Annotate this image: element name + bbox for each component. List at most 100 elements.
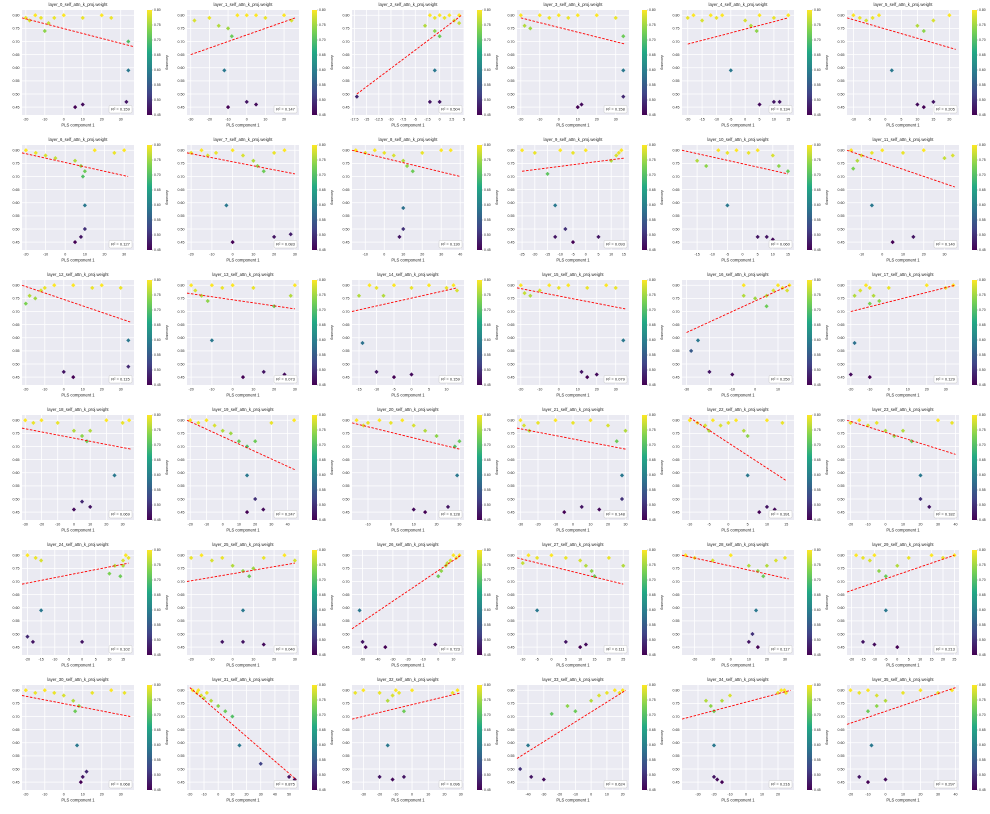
regression-line bbox=[516, 689, 627, 759]
colorbar-tick-label: 0.75 bbox=[649, 698, 656, 702]
subplot-4: -20 -15 -10 -5 0 5 10 15 0.45 0.50 0.55 0.60 0.65 0.7… bbox=[660, 0, 830, 135]
colorbar bbox=[807, 685, 812, 790]
subplot-title: layer_34_self_attn_k_proj.weight bbox=[707, 677, 769, 682]
subplot-svg: -10 0 10 20 30 400.450.500.550.600.650.700.75… bbox=[343, 137, 500, 263]
x-tick-label: 10 bbox=[251, 388, 255, 392]
colorbar bbox=[807, 10, 812, 115]
x-tick-label: -15 bbox=[39, 658, 44, 662]
colorbar-tick-label: 0.55 bbox=[319, 83, 326, 87]
x-tick-label: -10 bbox=[730, 388, 735, 392]
y-tick-label: 0.70 bbox=[343, 445, 350, 449]
x-tick-label: 5 bbox=[463, 118, 465, 122]
subplot-title: layer_19_self_attn_k_proj.weight bbox=[212, 407, 274, 412]
x-tick-label: 40 bbox=[286, 523, 290, 527]
x-tick-label: -10 bbox=[865, 793, 870, 797]
subplot-svg: -20 -15 -10 -5 0 5 10 150.450.500.550.600.650.7… bbox=[673, 2, 830, 128]
x-tick-label: -20 bbox=[188, 523, 193, 527]
y-tick-label: 0.65 bbox=[508, 728, 515, 732]
colorbar-tick-label: 0.80 bbox=[319, 278, 326, 282]
data-point bbox=[209, 698, 214, 703]
data-point bbox=[120, 558, 126, 563]
data-point bbox=[126, 555, 131, 560]
data-point bbox=[199, 293, 204, 298]
colorbar-tick-label: 0.45 bbox=[484, 113, 491, 117]
colorbar-tick-label: 0.80 bbox=[814, 143, 821, 147]
plot-area bbox=[352, 685, 464, 790]
x-tick-label: 10 bbox=[83, 253, 87, 257]
r2-label: R² = 0.073 bbox=[276, 377, 296, 382]
data-point bbox=[949, 420, 955, 425]
y-tick-label: 0.75 bbox=[508, 567, 515, 571]
data-point bbox=[360, 639, 365, 644]
x-tick-label: 0 bbox=[585, 253, 587, 257]
data-point bbox=[773, 558, 779, 563]
colorbar-tick-label: 0.50 bbox=[319, 503, 326, 507]
colorbar-tick-label: 0.65 bbox=[154, 593, 161, 597]
r2-label: R² = 0.205 bbox=[936, 107, 956, 112]
r2-box bbox=[933, 510, 958, 519]
data-point bbox=[703, 423, 708, 428]
y-tick-label: 0.70 bbox=[343, 580, 350, 584]
colorbar-tick-label: 0.45 bbox=[154, 113, 161, 117]
data-point bbox=[890, 240, 895, 245]
colorbar-tick-label: 0.70 bbox=[484, 38, 491, 42]
colorbar-tick-label: 0.45 bbox=[319, 788, 326, 792]
data-point bbox=[883, 698, 888, 703]
subplot-svg: -20 -10 0 10 20 300.450.500.550.600.650.700.7… bbox=[178, 272, 335, 398]
x-tick-label: -25 bbox=[519, 253, 524, 257]
subplot-svg: -15 -10 -5 0 5 100.450.500.550.600.650.700.75… bbox=[343, 272, 500, 398]
x-tick-label: 10 bbox=[237, 523, 241, 527]
colorbar-tick-label: 0.80 bbox=[484, 548, 491, 552]
colorbar-tick-label: 0.65 bbox=[484, 188, 491, 192]
data-point bbox=[553, 203, 558, 208]
subplot-title: layer_31_self_attn_k_proj.weight bbox=[212, 677, 274, 682]
y-tick-label: 0.75 bbox=[838, 297, 845, 301]
x-tick-label: -20 bbox=[207, 118, 212, 122]
subplot-title: layer_10_self_attn_k_proj.weight bbox=[707, 137, 769, 142]
colorbar-tick-label: 0.80 bbox=[319, 548, 326, 552]
data-point bbox=[224, 203, 229, 208]
y-tick-label: 0.75 bbox=[838, 162, 845, 166]
x-tick-label: 10 bbox=[576, 118, 580, 122]
colorbar-label: Accuracy bbox=[660, 595, 664, 610]
data-point bbox=[578, 558, 583, 563]
x-tick-label: -10 bbox=[867, 388, 872, 392]
x-tick-label: 0 bbox=[744, 118, 746, 122]
colorbar-tick-label: 0.55 bbox=[979, 488, 986, 492]
colorbar-tick-label: 0.50 bbox=[154, 638, 161, 642]
x-axis-label: PLS component 1 bbox=[721, 393, 755, 398]
x-tick-label: -20 bbox=[849, 658, 854, 662]
colorbar-tick-label: 0.70 bbox=[979, 173, 986, 177]
y-tick-label: 0.70 bbox=[178, 580, 185, 584]
y-tick-label: 0.80 bbox=[508, 689, 515, 693]
plot-area bbox=[22, 415, 134, 520]
data-point bbox=[874, 420, 879, 425]
colorbar-tick-label: 0.70 bbox=[649, 713, 656, 717]
data-point bbox=[872, 642, 877, 647]
r2-box bbox=[768, 510, 793, 519]
x-tick-label: 0 bbox=[411, 388, 413, 392]
x-tick-label: -40 bbox=[525, 793, 530, 797]
data-point bbox=[23, 148, 29, 153]
x-axis-label: PLS component 1 bbox=[886, 123, 920, 128]
colorbar-tick-label: 0.60 bbox=[814, 608, 821, 612]
x-tick-label: 0 bbox=[81, 658, 83, 662]
colorbar-tick-label: 0.70 bbox=[154, 578, 161, 582]
y-tick-label: 0.70 bbox=[13, 715, 20, 719]
x-tick-label: 20 bbox=[595, 388, 599, 392]
x-tick-label: 30 bbox=[269, 523, 273, 527]
data-point bbox=[411, 423, 416, 428]
y-tick-label: 0.70 bbox=[838, 40, 845, 44]
data-point bbox=[396, 690, 402, 695]
colorbar-tick-label: 0.55 bbox=[814, 623, 821, 627]
data-point bbox=[261, 507, 266, 512]
r2-label: R² = 0.504 bbox=[441, 107, 461, 112]
x-tick-label: 10 bbox=[263, 118, 267, 122]
x-tick-label: -15 bbox=[695, 253, 700, 257]
data-point bbox=[563, 555, 568, 560]
data-point bbox=[30, 639, 36, 644]
colorbar-label: Accuracy bbox=[495, 730, 499, 745]
data-point bbox=[725, 203, 730, 208]
plot-area bbox=[352, 415, 464, 520]
y-tick-label: 0.60 bbox=[838, 336, 845, 340]
